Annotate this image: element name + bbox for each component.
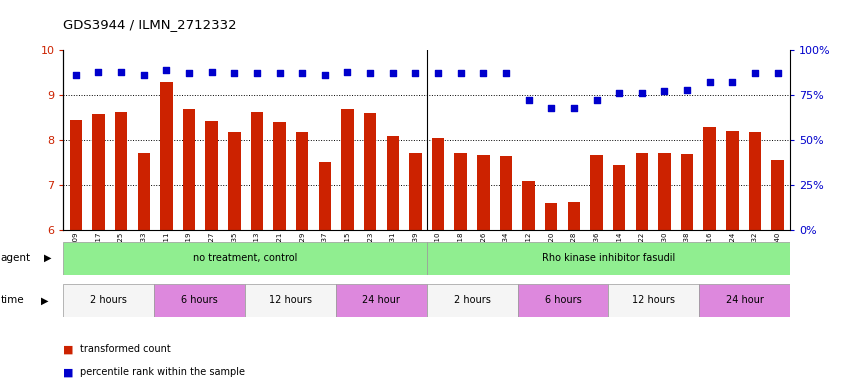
Text: percentile rank within the sample: percentile rank within the sample (80, 367, 245, 377)
Point (430, 70, 444, 76)
Bar (699, 284, 789, 317)
Bar (477, 155, 489, 230)
Point (295, 70, 309, 76)
Text: agent: agent (1, 253, 31, 263)
Bar (205, 121, 218, 230)
Point (522, 98, 535, 104)
Text: ▶: ▶ (41, 295, 48, 306)
Bar (160, 83, 172, 230)
Bar (138, 153, 149, 230)
Point (137, 72, 150, 78)
Text: 6 hours: 6 hours (181, 295, 218, 306)
Bar (63, 284, 154, 317)
Point (227, 70, 241, 76)
Point (702, 79, 716, 86)
Text: 12 hours: 12 hours (631, 295, 674, 306)
Point (476, 70, 490, 76)
Bar (567, 202, 580, 230)
Point (589, 98, 603, 104)
Bar (426, 284, 517, 317)
Bar (408, 153, 421, 230)
Text: 24 hour: 24 hour (362, 295, 400, 306)
Point (317, 72, 331, 78)
Bar (245, 284, 336, 317)
Bar (228, 132, 241, 230)
Bar (318, 162, 331, 230)
Bar (703, 127, 715, 230)
Bar (499, 156, 511, 230)
Point (453, 70, 467, 76)
Bar (680, 154, 692, 230)
Point (635, 90, 648, 96)
Text: ■: ■ (63, 367, 73, 377)
Point (544, 104, 557, 111)
Bar (154, 284, 245, 317)
Point (69, 72, 83, 78)
Bar (657, 153, 670, 230)
Point (770, 70, 783, 76)
Text: GDS3944 / ILMN_2712332: GDS3944 / ILMN_2712332 (63, 18, 236, 31)
Point (612, 90, 625, 96)
Bar (386, 136, 398, 230)
Bar (635, 153, 647, 230)
Bar (517, 284, 608, 317)
Bar (115, 112, 127, 230)
Bar (63, 242, 426, 275)
Text: Rho kinase inhibitor fasudil: Rho kinase inhibitor fasudil (541, 253, 674, 263)
Bar (341, 109, 354, 230)
Bar (336, 284, 426, 317)
Bar (454, 153, 467, 230)
Point (657, 88, 670, 94)
Bar (522, 181, 534, 230)
Point (92, 68, 106, 74)
Bar (725, 131, 738, 230)
Point (679, 86, 693, 93)
Point (499, 70, 512, 76)
Point (566, 104, 580, 111)
Bar (590, 155, 602, 230)
Point (408, 70, 422, 76)
Point (725, 79, 738, 86)
Bar (92, 114, 105, 230)
Text: 12 hours: 12 hours (268, 295, 311, 306)
Point (160, 67, 173, 73)
Bar (295, 132, 308, 230)
Bar (771, 161, 783, 230)
Text: ■: ■ (63, 344, 73, 354)
Text: transformed count: transformed count (80, 344, 170, 354)
Text: ▶: ▶ (44, 253, 51, 263)
Text: 6 hours: 6 hours (544, 295, 581, 306)
Text: time: time (1, 295, 24, 306)
Point (204, 68, 218, 74)
Point (114, 68, 127, 74)
Bar (608, 284, 699, 317)
Bar (364, 113, 376, 230)
Point (273, 70, 286, 76)
Text: 2 hours: 2 hours (90, 295, 127, 306)
Bar (431, 138, 444, 230)
Text: 24 hour: 24 hour (725, 295, 763, 306)
Bar (69, 120, 82, 230)
Point (340, 68, 354, 74)
Bar (251, 112, 262, 230)
Point (386, 70, 399, 76)
Text: 2 hours: 2 hours (453, 295, 490, 306)
Text: no treatment, control: no treatment, control (192, 253, 297, 263)
Point (363, 70, 376, 76)
Bar (182, 109, 195, 230)
Bar (273, 122, 285, 230)
Bar (612, 165, 625, 230)
Point (182, 70, 196, 76)
Bar (748, 132, 760, 230)
Point (747, 70, 760, 76)
Point (250, 70, 263, 76)
Bar (426, 242, 789, 275)
Bar (544, 204, 557, 230)
